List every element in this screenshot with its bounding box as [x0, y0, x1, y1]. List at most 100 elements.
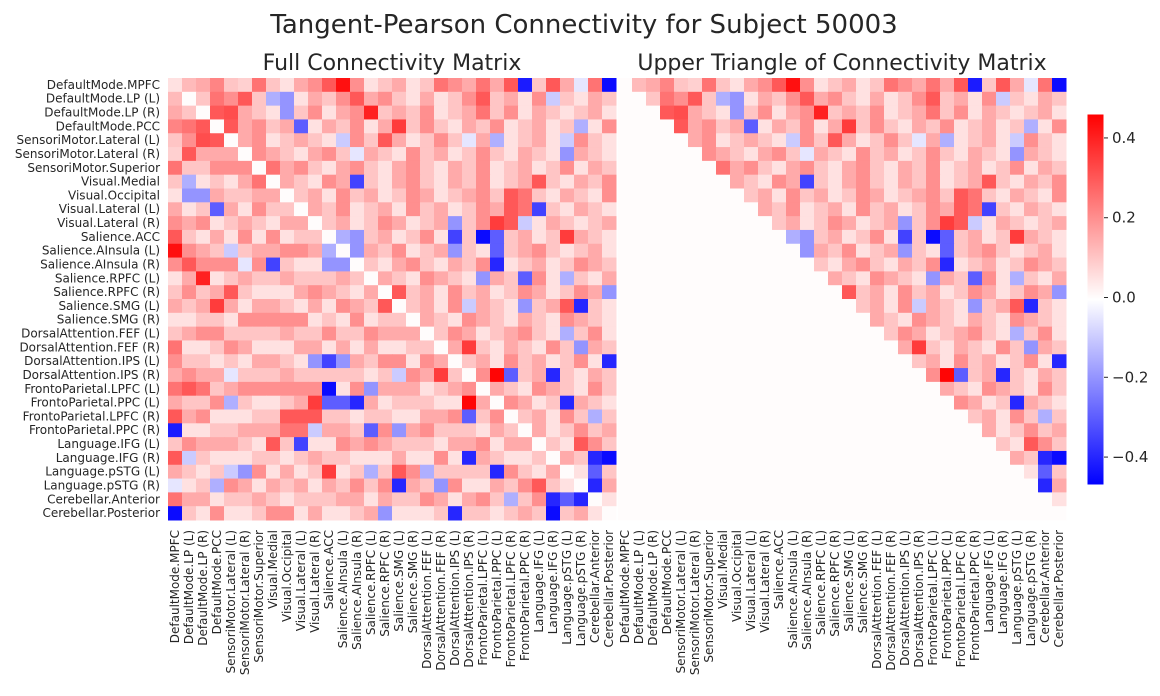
heatmap-cell — [350, 216, 365, 231]
heatmap-cell — [308, 147, 323, 162]
heatmap-cell — [602, 174, 617, 189]
heatmap-cell — [476, 492, 491, 507]
heatmap-cell-masked — [618, 492, 633, 507]
heatmap-cell — [350, 381, 365, 397]
heatmap-cell — [392, 78, 407, 93]
heatmap-cell — [448, 216, 463, 231]
heatmap-cell — [238, 506, 253, 521]
heatmap-cell — [406, 243, 421, 259]
x-tick-label: DorsalAttention.FEF (R) — [884, 530, 898, 671]
heatmap-cell-masked — [646, 105, 661, 120]
heatmap-cell — [912, 271, 927, 286]
heatmap-cell-masked — [674, 243, 689, 259]
heatmap-cell — [532, 174, 547, 189]
heatmap-cell — [252, 133, 267, 148]
heatmap-cell — [758, 174, 773, 189]
heatmap-cell-masked — [758, 437, 773, 452]
heatmap-cell — [898, 216, 913, 231]
heatmap-cell — [252, 257, 267, 272]
heatmap-cell — [308, 450, 323, 466]
heatmap-cell-masked — [884, 409, 899, 424]
heatmap-cell-masked — [786, 299, 801, 314]
heatmap-cell — [266, 464, 281, 480]
heatmap-cell — [786, 216, 801, 231]
heatmap-cell — [266, 368, 281, 383]
heatmap-cell-masked — [632, 492, 647, 507]
heatmap-cell-masked — [786, 450, 801, 466]
heatmap-cell — [926, 340, 941, 355]
heatmap-cell-masked — [660, 243, 675, 259]
heatmap-cell — [406, 395, 421, 410]
heatmap-cell-masked — [800, 381, 815, 397]
heatmap-cell — [504, 91, 519, 107]
heatmap-cell — [224, 160, 239, 176]
heatmap-cell — [940, 147, 955, 162]
heatmap-cell — [210, 271, 225, 286]
heatmap-cell — [504, 381, 519, 397]
heatmap-cell — [238, 354, 253, 369]
heatmap-cell — [982, 105, 997, 120]
heatmap-cell — [406, 326, 421, 341]
heatmap-cell — [588, 340, 603, 355]
heatmap-cell — [926, 354, 941, 369]
x-tick-label: Salience.SMG (R) — [406, 530, 420, 633]
heatmap-cell — [940, 326, 955, 341]
heatmap-cell — [266, 326, 281, 341]
heatmap-cell-masked — [786, 326, 801, 341]
heatmap-cell-masked — [716, 202, 731, 217]
heatmap-cell — [182, 243, 197, 259]
heatmap-cell-masked — [828, 368, 843, 383]
heatmap-cell-masked — [898, 506, 913, 521]
heatmap-cell — [532, 492, 547, 507]
heatmap-cell — [602, 368, 617, 383]
heatmap-cell-masked — [660, 464, 675, 480]
heatmap-cell — [1038, 285, 1053, 300]
heatmap-cell-masked — [688, 174, 703, 189]
heatmap-cell — [772, 147, 787, 162]
heatmap-cell-masked — [688, 437, 703, 452]
heatmap-cell — [322, 478, 337, 493]
heatmap-cell-masked — [800, 299, 815, 314]
heatmap-cell — [996, 409, 1011, 424]
y-tick-label: Salience.SMG (R) — [57, 313, 160, 327]
heatmap-cell — [996, 160, 1011, 176]
heatmap-cell — [504, 340, 519, 355]
heatmap-cell-masked — [800, 395, 815, 410]
heatmap-cell — [266, 354, 281, 369]
heatmap-cell-masked — [674, 354, 689, 369]
heatmap-cell — [392, 216, 407, 231]
heatmap-cell — [940, 299, 955, 314]
x-tick-label: FrontoParietal.LPFC (R) — [504, 530, 518, 667]
heatmap-cell-masked — [884, 464, 899, 480]
heatmap-cell-masked — [772, 506, 787, 521]
heatmap-cell-masked — [730, 354, 745, 369]
heatmap-cell — [954, 354, 969, 369]
heatmap-cell — [912, 105, 927, 120]
heatmap-cell — [294, 216, 309, 231]
heatmap-cell — [1010, 312, 1025, 328]
heatmap-cell — [224, 354, 239, 369]
heatmap-cell — [518, 229, 533, 245]
heatmap-cell-masked — [828, 354, 843, 369]
heatmap-cell — [1038, 450, 1053, 466]
heatmap-cell — [602, 395, 617, 410]
heatmap-cell — [560, 354, 575, 369]
heatmap-cell-masked — [954, 464, 969, 480]
heatmap-cell — [196, 354, 211, 369]
heatmap-cell — [224, 243, 239, 259]
heatmap-cell — [504, 464, 519, 480]
heatmap-cell — [954, 91, 969, 107]
heatmap-cell-masked — [674, 381, 689, 397]
heatmap-cell-masked — [702, 381, 717, 397]
heatmap-cell — [546, 78, 561, 93]
heatmap-cell — [532, 368, 547, 383]
heatmap-cell — [182, 368, 197, 383]
heatmap-cell — [968, 119, 983, 134]
heatmap-cell-masked — [632, 216, 647, 231]
heatmap-cell — [954, 78, 969, 93]
heatmap-cell — [378, 160, 393, 176]
heatmap-cell — [308, 368, 323, 383]
heatmap-cell-masked — [688, 340, 703, 355]
heatmap-cell — [252, 119, 267, 134]
heatmap-cell — [884, 326, 899, 341]
